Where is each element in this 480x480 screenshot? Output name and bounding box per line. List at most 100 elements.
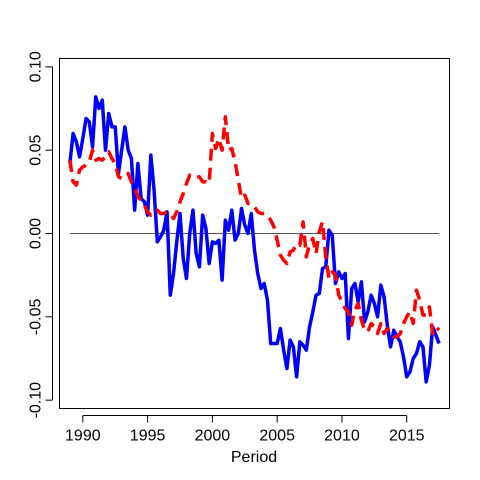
series-2-point	[341, 301, 342, 302]
series-1-point	[260, 288, 261, 289]
series-2-point	[403, 323, 404, 324]
series-2-point	[419, 300, 420, 301]
series-2-point	[290, 251, 291, 252]
series-1-point	[176, 241, 177, 242]
series-2-point	[202, 181, 203, 182]
y-tick-label: -0.05	[28, 298, 45, 335]
series-1-point	[76, 141, 77, 142]
series-2-point	[241, 198, 242, 199]
series-1-point	[189, 233, 190, 234]
series-1-point	[267, 300, 268, 301]
series-1-point	[244, 225, 245, 226]
x-axis: 1990 1995 2000 2005 2010 2015	[65, 415, 425, 445]
series-1-point	[280, 328, 281, 329]
series-1-point	[390, 346, 391, 347]
series-1-point	[361, 281, 362, 282]
series-2-point	[144, 205, 145, 206]
series-2-point	[319, 231, 320, 232]
series-2-point	[257, 211, 258, 212]
series-2-point	[277, 240, 278, 241]
series-2-point	[153, 213, 154, 214]
series-2-point	[416, 290, 417, 291]
series-2-line	[68, 115, 441, 339]
series-2-point	[128, 173, 129, 174]
series-2-point	[173, 218, 174, 219]
series-1-point	[257, 273, 258, 274]
series-2-point	[176, 211, 177, 212]
series-2-point	[199, 176, 200, 177]
series-1-point	[419, 341, 420, 342]
x-tick-label: 1995	[130, 428, 166, 445]
series-1-point	[150, 155, 151, 156]
y-tick-label: 0.05	[28, 134, 45, 165]
plot-frame	[59, 58, 450, 409]
series-2-point	[328, 278, 329, 279]
series-2-point	[134, 186, 135, 187]
series-2-point	[225, 116, 226, 117]
series-2-point	[231, 148, 232, 149]
series-2-point	[286, 263, 287, 264]
series-1-point	[290, 340, 291, 341]
series-1-point	[354, 283, 355, 284]
series-1-point	[306, 350, 307, 351]
series-2-point	[273, 226, 274, 227]
series-2-point	[335, 275, 336, 276]
series-1-point	[225, 220, 226, 221]
series-1-point	[183, 258, 184, 259]
series-1-point	[209, 263, 210, 264]
series-2-point	[247, 203, 248, 204]
series-2-point	[183, 193, 184, 194]
series-1-point	[179, 213, 180, 214]
series-2	[68, 115, 441, 339]
series-2-point	[118, 176, 119, 177]
series-1-point	[413, 358, 414, 359]
series-1-point	[345, 273, 346, 274]
series-2-point	[400, 333, 401, 334]
series-2-point	[131, 181, 132, 182]
series-1-point	[228, 230, 229, 231]
series-1-point	[247, 233, 248, 234]
series-1-point	[202, 215, 203, 216]
series-2-point	[296, 243, 297, 244]
series-1-point	[332, 235, 333, 236]
series-1-point	[277, 343, 278, 344]
series-2-point	[95, 160, 96, 161]
series-1-point	[95, 96, 96, 97]
series-1-point	[341, 278, 342, 279]
series-1-point	[82, 138, 83, 139]
series-2-point	[234, 161, 235, 162]
series-1-point	[173, 273, 174, 274]
series-1-point	[400, 341, 401, 342]
y-axis: -0.10 -0.05 0.00 0.05 0.10	[28, 51, 53, 418]
series-1-point	[293, 346, 294, 347]
series-2-point	[260, 213, 261, 214]
series-1-point	[383, 296, 384, 297]
series-2-point	[361, 320, 362, 321]
series-2-point	[85, 165, 86, 166]
series-1-point	[196, 253, 197, 254]
series-2-point	[218, 138, 219, 139]
series-2-point	[280, 255, 281, 256]
series-2-point	[374, 326, 375, 327]
series-1-point	[73, 133, 74, 134]
series-1-point	[416, 353, 417, 354]
series-1-point	[338, 271, 339, 272]
series-2-point	[209, 183, 210, 184]
series-1-point	[215, 243, 216, 244]
series-1-point	[387, 325, 388, 326]
series-1-point	[134, 210, 135, 211]
x-tick-label: 2015	[389, 428, 425, 445]
series-1-point	[157, 241, 158, 242]
series-1-point	[251, 213, 252, 214]
series-2-point	[115, 163, 116, 164]
series-2-point	[222, 150, 223, 151]
series-2-point	[351, 325, 352, 326]
series-1-point	[377, 316, 378, 317]
series-2-point	[315, 253, 316, 254]
series-1-point	[302, 345, 303, 346]
series-2-point	[251, 203, 252, 204]
series-2-point	[79, 170, 80, 171]
series-2-point	[429, 306, 430, 307]
series-2-point	[390, 331, 391, 332]
series-1-point	[319, 293, 320, 294]
